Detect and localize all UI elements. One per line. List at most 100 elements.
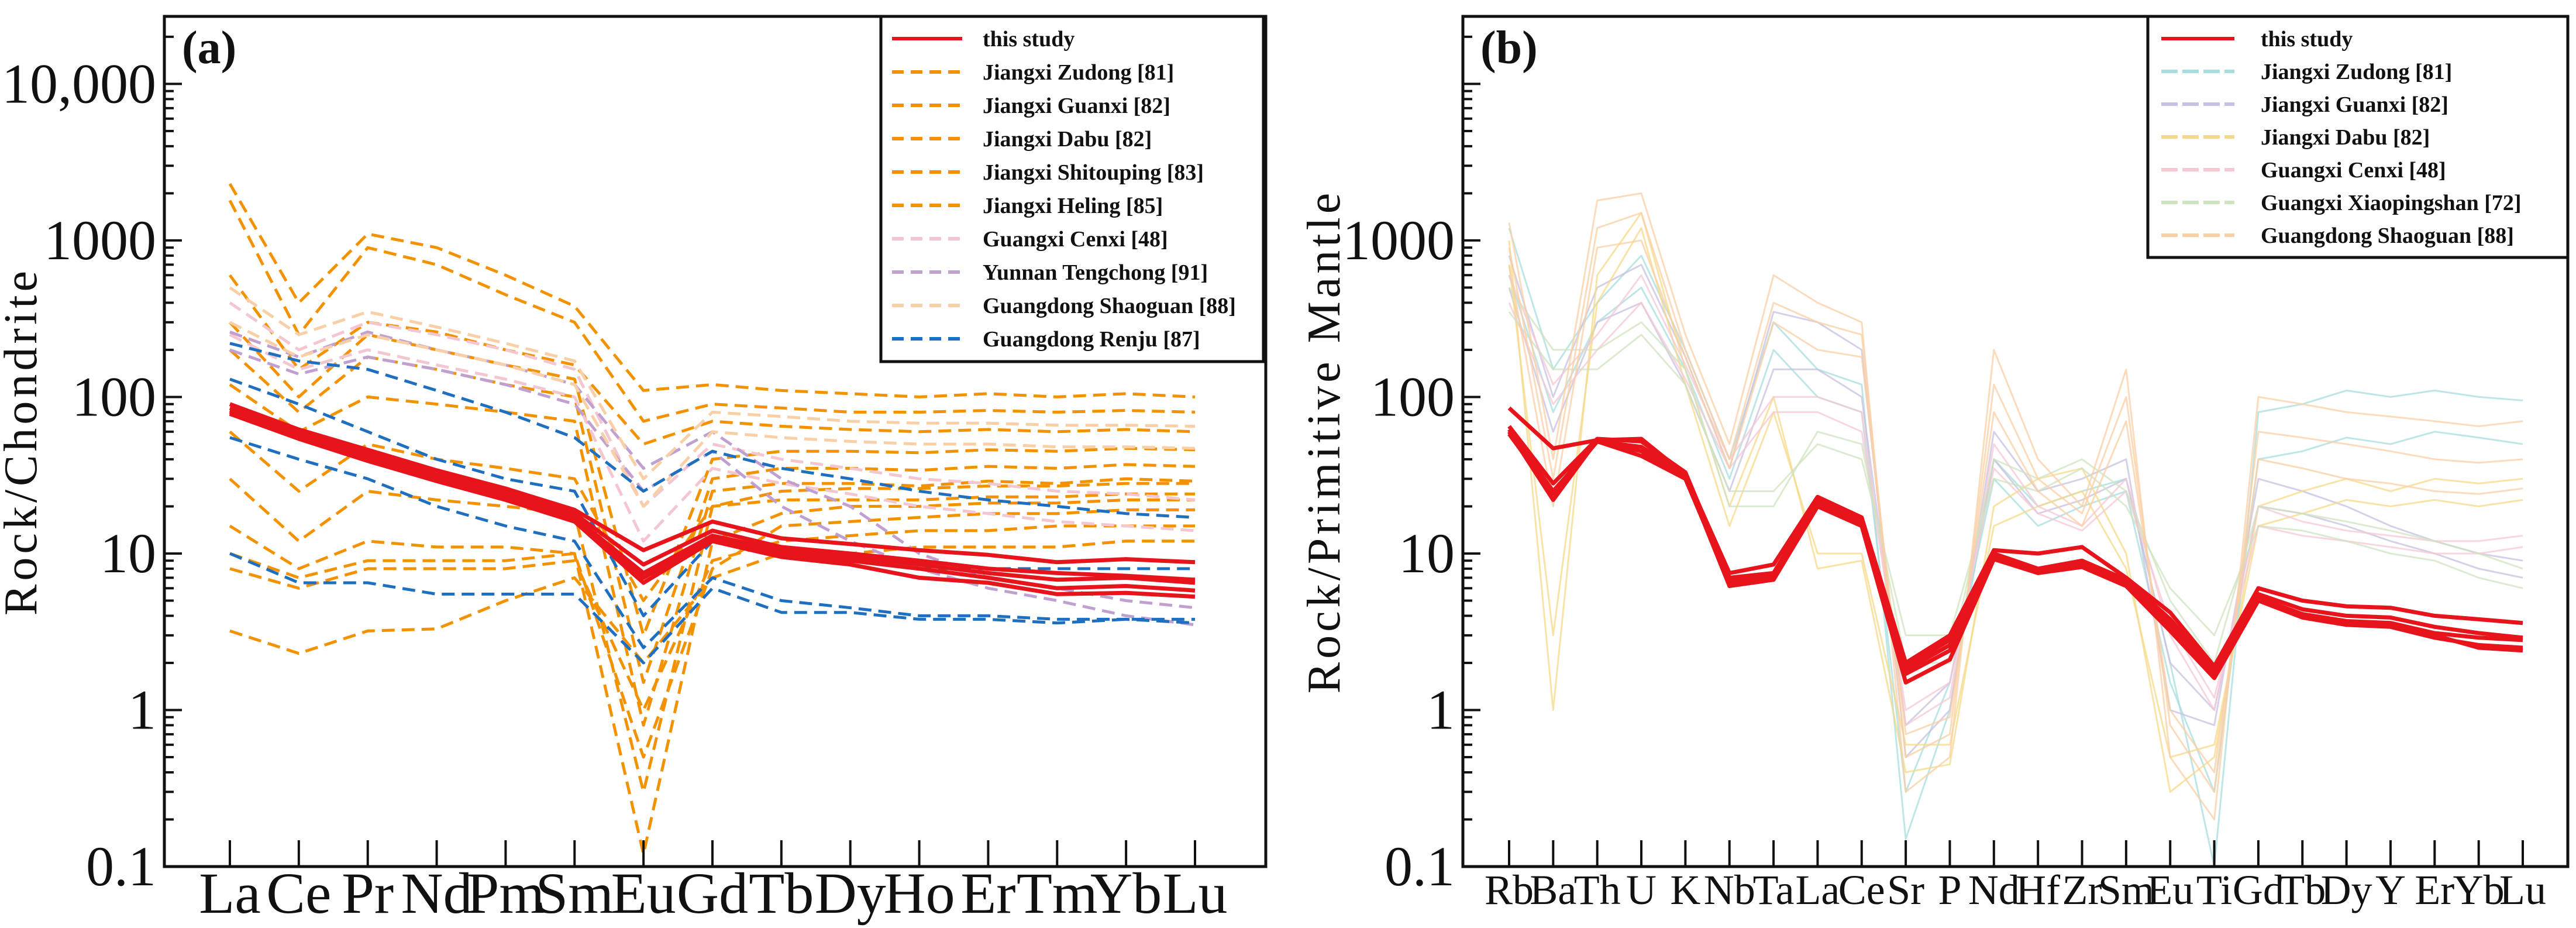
series-line: [229, 321, 1196, 637]
series-this-study: [1507, 406, 2523, 685]
y-tick-label: 100: [72, 365, 156, 428]
x-tick-label-tb: Tb: [749, 861, 814, 926]
series-line: [229, 405, 1196, 582]
legend-label: Guangdong Renju [87]: [983, 327, 1200, 352]
series-line: [229, 321, 1196, 508]
x-tick-label-sm: Sm: [536, 861, 614, 926]
legend: this study Jiangxi Zudong [81] Jiangxi Gua…: [2146, 15, 2570, 259]
legend-label: Jiangxi Guanxi [82]: [2261, 92, 2448, 117]
series-line: [1507, 425, 2523, 672]
y-axis-label: Rock/Chondrite: [0, 267, 47, 616]
x-tick-label-eu: Eu: [2147, 867, 2193, 913]
series-line: [1508, 287, 2523, 664]
y-tick-label: 1: [128, 678, 156, 741]
legend-label: Jiangxi Dabu [82]: [2261, 125, 2430, 150]
series-line: [229, 349, 1196, 684]
series-jiangxi-guanxi-82: [1508, 255, 2523, 758]
series-line: [229, 524, 1195, 712]
series-line: [228, 183, 1196, 398]
legend-label: Jiangxi Guanxi [82]: [983, 94, 1170, 118]
series-line: [1508, 227, 2523, 758]
x-tick-label-tb: Tb: [2279, 867, 2326, 913]
x-tick-label-pm: Pm: [467, 861, 545, 926]
legend-label: Jiangxi Shitouping [83]: [983, 160, 1204, 185]
x-tick-label-dy: Dy: [815, 861, 886, 926]
series-guangdong-shaoguan-88: [229, 286, 1196, 508]
series-line: [1508, 239, 2523, 774]
x-tick-label-yb: Yb: [2453, 867, 2505, 913]
x-tick-label-zr: Zr: [2062, 867, 2102, 913]
x-tick-label-ba: Ba: [1530, 867, 1576, 913]
legend-label: Guangdong Shaoguan [88]: [983, 294, 1236, 318]
series-line: [1508, 192, 2523, 820]
y-tick-label: 0.1: [86, 835, 156, 898]
series-line: [1508, 228, 2523, 868]
series-line: [228, 200, 1196, 423]
x-tick-label-hf: Hf: [2016, 867, 2060, 913]
legend-label: Guangdong Shaoguan [88]: [2261, 224, 2514, 248]
x-tick-label-pr: Pr: [342, 861, 394, 926]
series-jiangxi-dabu-82: [1508, 212, 2523, 793]
x-tick-label-gd: Gd: [2233, 867, 2284, 913]
x-tick-label-eu: Eu: [611, 861, 676, 926]
legend-label: Guangxi Cenxi [48]: [983, 227, 1168, 252]
series-line: [1508, 212, 2523, 793]
x-tick-label-er: Er: [2415, 867, 2454, 913]
series-line: [229, 342, 1196, 519]
x-tick-label-th: Th: [1574, 867, 1621, 913]
y-tick-label: 1000: [1342, 209, 1455, 271]
legend-label: Jiangxi Heling [85]: [983, 194, 1163, 218]
plot-frame: [163, 15, 1268, 868]
series-line: [229, 408, 1196, 585]
series-line: [229, 498, 1195, 856]
x-tick-label-lu: Lu: [2499, 867, 2546, 913]
legend-label: Guangxi Cenxi [48]: [2261, 158, 2446, 183]
x-tick-label-y: Y: [2375, 867, 2406, 913]
y-tick-label: 10: [1399, 522, 1455, 585]
x-tick-label-ce: Ce: [266, 861, 331, 926]
legend-label: this study: [2261, 27, 2353, 51]
series-line: [229, 301, 1196, 508]
x-tick-label-sr: Sr: [1887, 867, 1924, 913]
series-line: [1508, 311, 2523, 637]
legend-label: Guangxi Xiaopingshan [72]: [2261, 191, 2522, 215]
legend-box: [879, 15, 1265, 363]
series-line: [1508, 287, 2523, 726]
series-this-study: [229, 402, 1196, 599]
legend: this study Jiangxi Zudong [81] Jiangxi Gua…: [879, 15, 1265, 363]
series-guangxi-xiaopingshan-72: [1508, 287, 2523, 664]
series-guangdong-shaoguan-88: [1508, 192, 2523, 820]
series-line: [1508, 212, 2523, 793]
y-tick-label: 0.1: [1385, 835, 1455, 898]
series-line: [229, 436, 1196, 649]
series-line: [229, 508, 1195, 759]
x-tick-label-lu: Lu: [1162, 861, 1227, 926]
y-tick-label: 1000: [44, 209, 156, 271]
legend-label: Yunnan Tengchong [91]: [983, 260, 1208, 285]
x-tick-label-p: P: [1938, 867, 1961, 913]
series-jiangxi-shitouping-83: [229, 508, 1195, 759]
x-tick-label-yb: Yb: [1090, 861, 1162, 926]
x-tick-label-sm: Sm: [2098, 867, 2154, 913]
series-line: [229, 333, 1196, 543]
series-line: [229, 402, 1196, 565]
series-line: [1508, 255, 2523, 758]
panel-label: (a): [182, 22, 236, 74]
series-line: [1508, 274, 2523, 726]
x-tick-label-rb: Rb: [1485, 867, 1534, 913]
x-tick-label-er: Er: [960, 861, 1015, 926]
y-tick-label: 1: [1427, 678, 1455, 741]
legend-label: Jiangxi Zudong [81]: [2261, 60, 2452, 84]
series-line: [229, 286, 1196, 480]
series-line: [1507, 432, 2523, 676]
x-tick-label-nb: Nb: [1704, 867, 1755, 913]
panel-label: (b): [1480, 22, 1538, 74]
x-tick-label-nd: Nd: [1968, 867, 2020, 913]
x-tick-label-la: La: [199, 861, 260, 926]
legend-label: this study: [983, 27, 1075, 51]
series-line: [229, 430, 1195, 602]
x-tick-label-ta: Ta: [1753, 867, 1795, 913]
